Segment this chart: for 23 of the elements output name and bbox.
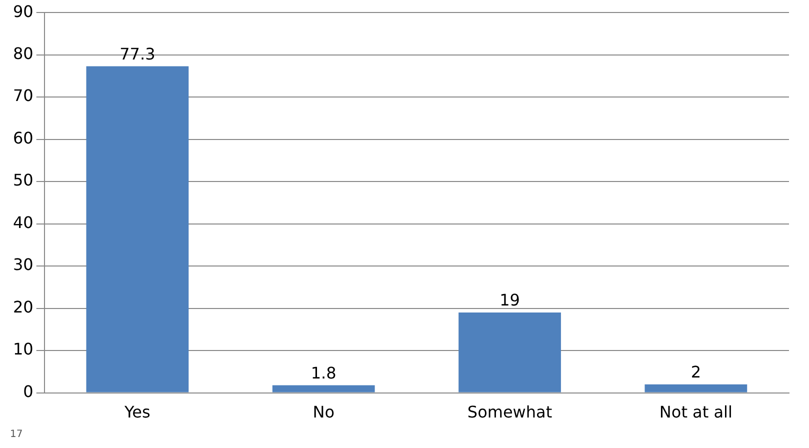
y-tick-label: 50 (13, 170, 34, 190)
data-label: 1.8 (310, 363, 336, 382)
y-tick-label: 80 (13, 44, 34, 63)
y-tick-label: 40 (13, 212, 34, 232)
bar (644, 384, 748, 392)
bar (86, 66, 189, 392)
bar (458, 312, 561, 392)
x-tick-label: Not at all (659, 402, 732, 422)
y-tick-label: 30 (13, 255, 34, 274)
bar (272, 385, 375, 392)
y-tick-label: 60 (13, 128, 34, 148)
y-tick-label: 70 (13, 86, 34, 106)
data-label: 77.3 (120, 44, 156, 64)
y-tick-label: 10 (13, 340, 34, 359)
text: 17 (10, 429, 23, 440)
x-tick-label: Somewhat (467, 402, 552, 422)
y-tick-label: 20 (13, 297, 34, 316)
x-tick-label: No (312, 402, 334, 422)
data-label: 19 (500, 290, 520, 310)
x-tick-label: Yes (124, 402, 150, 422)
data-label: 2 (690, 362, 702, 382)
y-tick-label: 90 (13, 2, 34, 21)
y-tick-label: 0 (23, 382, 34, 401)
